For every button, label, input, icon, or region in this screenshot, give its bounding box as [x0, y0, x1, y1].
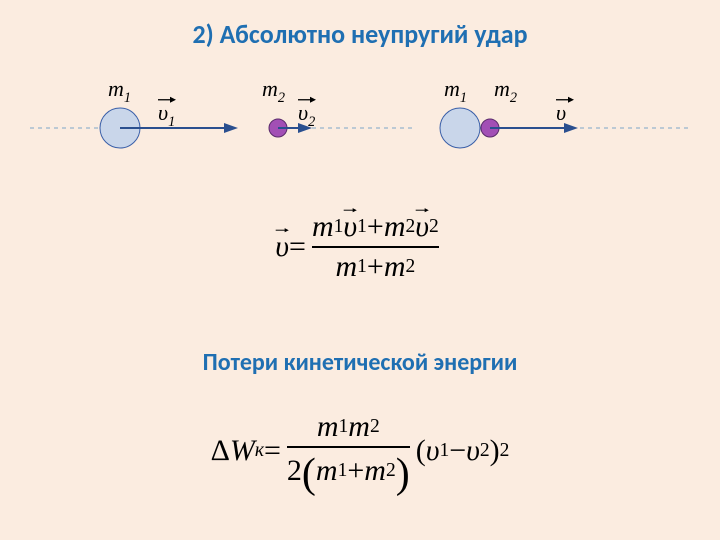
ns1: 1 [339, 416, 349, 438]
dm2b: m [364, 454, 386, 488]
subtitle: Потери кинетической энергии [0, 348, 720, 377]
v2-vec: υ [415, 210, 429, 244]
svg-text:m2: m2 [262, 76, 285, 106]
svg-text:υ1: υ1 [158, 100, 175, 130]
sub1: 1 [334, 216, 344, 238]
dm1: m [335, 250, 357, 284]
ds2b: 2 [386, 460, 396, 482]
bar2 [287, 446, 410, 448]
num2: m1 m2 [317, 410, 380, 444]
dsub1: 1 [357, 256, 367, 278]
equals-sign: = [289, 230, 306, 264]
svg-text:m1: m1 [444, 76, 467, 106]
v-text: υ [275, 230, 289, 263]
trp: ) [490, 434, 500, 468]
slide-title: 2) Абсолютно неупругий удар [0, 18, 720, 50]
symbol-v-lhs: υ [275, 230, 289, 264]
rp: ) [396, 453, 410, 495]
plus: + [367, 210, 384, 244]
nm2: m [348, 410, 370, 444]
dm1b: m [316, 454, 338, 488]
denominator: m1 + m2 [335, 250, 415, 284]
nm1: m [317, 410, 339, 444]
v1-vec: υ [343, 210, 357, 244]
minus: − [449, 434, 466, 468]
ns2: 2 [370, 416, 380, 438]
numerator: m1 υ 1 + m2 υ 2 [312, 210, 439, 244]
tlp: ( [416, 434, 426, 468]
v2sub: 2 [429, 216, 439, 238]
ts2: 2 [480, 440, 490, 462]
fraction-bar [312, 246, 439, 248]
dplus: + [367, 250, 384, 284]
W: W [230, 434, 255, 468]
tv1: υ [426, 434, 440, 468]
plus2: + [347, 454, 364, 488]
velocity-arrows [120, 123, 578, 133]
svg-text:υ: υ [556, 100, 566, 125]
v2: υ [415, 210, 429, 243]
velocity-formula: υ = m1 υ 1 + m2 υ 2 [0, 210, 720, 284]
collision-diagram: m1m2m1m2υ1υ2υ [0, 70, 720, 180]
sub2: 2 [405, 216, 415, 238]
svg-text:m1: m1 [108, 76, 131, 106]
fraction: m1 υ 1 + m2 υ 2 m1 + m2 [312, 210, 439, 284]
eq2: = [264, 434, 281, 468]
tsq: 2 [500, 440, 510, 462]
energy-loss-formula: Δ Wк = m1 m2 2 ( m1 + m2 ) ( υ1 [0, 410, 720, 492]
lp: ( [302, 453, 316, 495]
den2: 2 ( m1 + m2 ) [287, 450, 410, 492]
diagram-labels: m1m2m1m2υ1υ2υ [108, 76, 574, 130]
two: 2 [287, 454, 302, 488]
dsub2: 2 [405, 256, 415, 278]
delta: Δ [211, 434, 230, 468]
ts1: 1 [439, 440, 449, 462]
v1sub: 1 [357, 216, 367, 238]
fraction2: m1 m2 2 ( m1 + m2 ) [287, 410, 410, 492]
dm2: m [384, 250, 406, 284]
svg-text:m2: m2 [494, 76, 517, 106]
m2: m [384, 210, 406, 244]
Wsub: к [255, 440, 264, 462]
ds1b: 1 [338, 460, 348, 482]
tv2: υ [466, 434, 480, 468]
v1: υ [343, 210, 357, 243]
m1: m [312, 210, 334, 244]
